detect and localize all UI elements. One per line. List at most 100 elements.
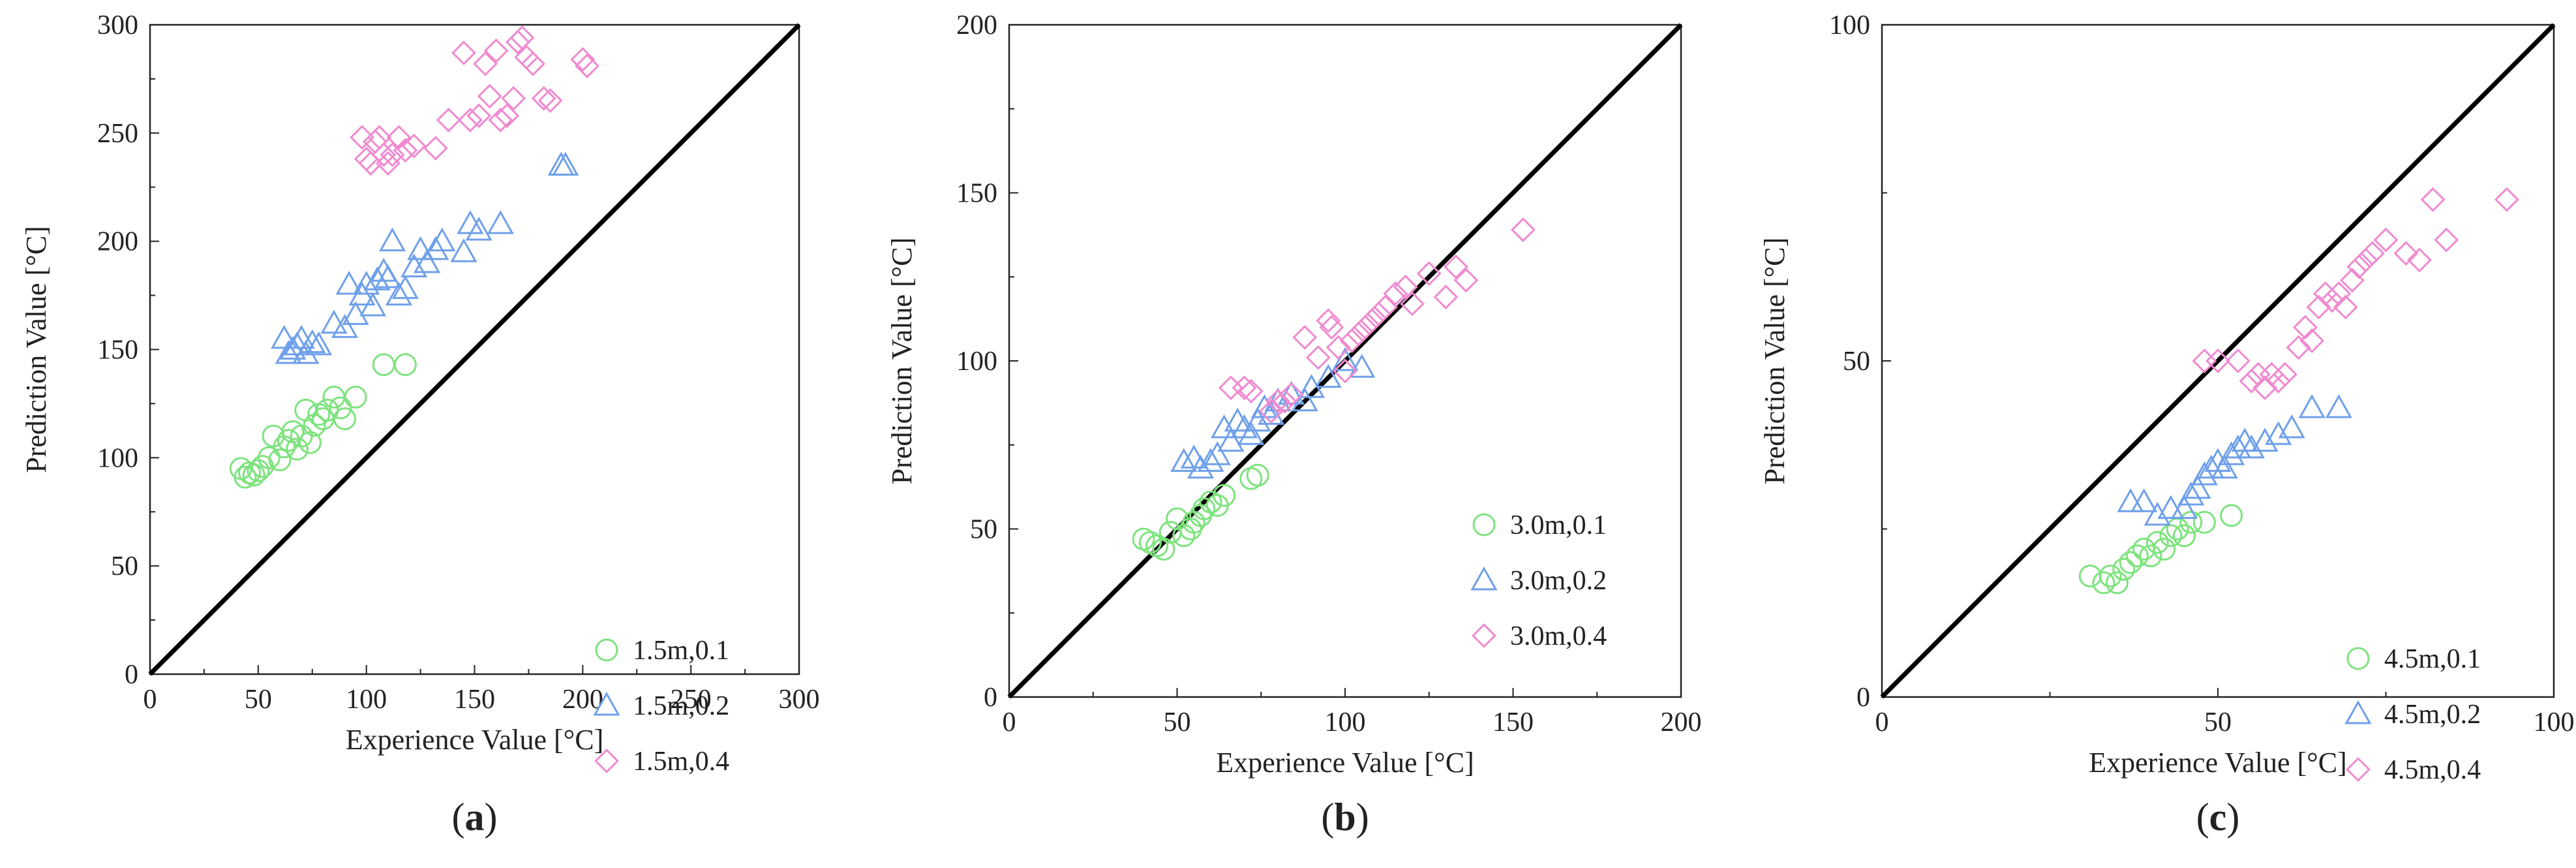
data-point [2333, 294, 2358, 320]
series-4.5m,0.2 [2117, 394, 2352, 526]
data-point [1237, 421, 1265, 445]
x-tick-label: 150 [454, 685, 495, 715]
data-point [1511, 217, 1536, 243]
data-point [1400, 291, 1425, 317]
x-tick-label: 50 [2204, 707, 2232, 737]
data-point [2237, 434, 2265, 459]
data-point [242, 463, 265, 487]
data-point [2099, 565, 2122, 588]
data-point [1279, 382, 1304, 407]
chart-panel-a: 0 50 100 150 200 250 300 0 50 100 150 200 250 300 Expe… [20, 10, 820, 839]
panel-label: (c) [2196, 796, 2240, 839]
series-1.5m,0.4 [350, 25, 599, 176]
data-point [305, 331, 333, 356]
data-point [2407, 247, 2432, 273]
data-point [333, 407, 356, 431]
data-point [380, 142, 405, 167]
data-point [2211, 454, 2238, 479]
data-point [457, 108, 483, 132]
data-point [2325, 394, 2352, 418]
data-point [413, 249, 441, 273]
data-point [2353, 247, 2378, 273]
data-point [423, 136, 448, 161]
legend: 1.5m,0.1 1.5m,0.2 1.5m,0.4 [593, 636, 729, 777]
reference-line-y-equals-x [148, 23, 801, 676]
legend-label: 1.5m,0.1 [633, 636, 729, 666]
y-tick-label: 150 [956, 179, 997, 209]
series-3.0m,0.4 [1218, 217, 1536, 424]
data-point [451, 40, 476, 66]
data-point [2184, 474, 2211, 499]
x-axis-title: Experience Value [°C] [2089, 747, 2347, 779]
data-point [1383, 281, 1408, 306]
data-point [487, 210, 514, 234]
data-point [1278, 380, 1305, 405]
y-tick-label: 0 [1856, 683, 1870, 713]
data-point [2273, 362, 2297, 387]
chart-panel-b: 0 50 100 150 200 0 50 100 150 200 Experience Value… [886, 10, 1702, 839]
data-point [2239, 368, 2264, 394]
data-point [1187, 454, 1215, 479]
data-point [2177, 481, 2205, 506]
data-point [1348, 354, 1376, 378]
data-point [538, 88, 563, 114]
data-point [375, 151, 401, 176]
data-point [477, 84, 502, 109]
data-point [335, 270, 363, 295]
data-point [1292, 325, 1318, 350]
series-4.5m,0.1 [2078, 504, 2243, 595]
x-tick-label: 0 [144, 685, 157, 715]
data-point [2494, 187, 2519, 212]
data-point [1230, 414, 1258, 439]
legend-marker [595, 638, 618, 662]
series-3.0m,0.1 [1132, 463, 1269, 561]
y-tick-label: 150 [97, 335, 138, 365]
data-point [1152, 537, 1175, 561]
data-point [298, 431, 322, 454]
data-point [2112, 557, 2136, 581]
data-point [422, 236, 449, 260]
data-point [391, 275, 419, 300]
data-point [1319, 315, 1344, 340]
data-point [2204, 448, 2232, 472]
data-point [1305, 345, 1331, 370]
data-point [488, 108, 513, 132]
data-point [1238, 379, 1264, 404]
legend: 4.5m,0.1 4.5m,0.2 4.5m,0.4 [2344, 644, 2481, 785]
data-point [1433, 285, 1459, 310]
data-point [359, 292, 387, 317]
data-point [1331, 347, 1359, 371]
chart-panel-c: 0 50 100 0 50 100 Experience Value [°C] Predict… [1759, 10, 2575, 839]
data-point [2292, 315, 2318, 340]
data-point [2393, 241, 2419, 266]
data-point [2190, 461, 2218, 486]
legend-label: 3.0m,0.4 [1510, 621, 1607, 651]
x-axis-title: Experience Value [°C] [346, 724, 604, 756]
data-point [1453, 268, 1479, 293]
legend-marker [1470, 566, 1498, 591]
series-4.5m,0.4 [2192, 187, 2519, 401]
data-point [483, 38, 509, 63]
data-point [401, 253, 428, 277]
y-axis-title: Prediction Value [°C] [886, 238, 918, 485]
data-point [2170, 495, 2198, 519]
data-point [363, 266, 391, 290]
data-point [329, 396, 352, 420]
x-tick-label: 0 [1875, 707, 1889, 737]
data-point [2420, 187, 2446, 212]
data-point [2320, 288, 2345, 313]
data-point [2205, 349, 2230, 373]
data-point [2286, 335, 2311, 360]
data-point [494, 103, 520, 129]
data-point [2092, 571, 2115, 595]
y-tick-label: 0 [984, 683, 997, 713]
data-point [286, 437, 309, 461]
data-point [2265, 421, 2292, 445]
y-tick-label: 50 [970, 515, 997, 545]
data-point [1333, 358, 1357, 384]
data-point [2159, 524, 2183, 548]
data-point [2117, 488, 2144, 512]
legend-marker [2346, 647, 2370, 670]
data-point [2153, 537, 2176, 561]
